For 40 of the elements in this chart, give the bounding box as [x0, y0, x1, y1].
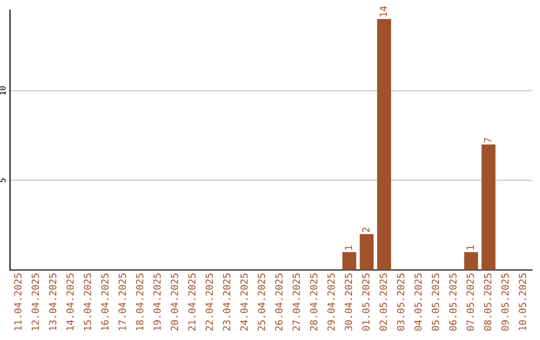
x-tick-label: 28.04.2025: [310, 274, 318, 331]
x-tick-label: 15.04.2025: [84, 274, 92, 330]
x-tick-label: 25.04.2025: [258, 274, 266, 331]
x-tick-label: 18.04.2025: [136, 274, 144, 330]
data-label: 2: [362, 228, 370, 232]
x-tick-label: 27.04.2025: [292, 274, 300, 331]
x-tick-label: 01.05.2025: [362, 274, 370, 331]
x-tick-label: 08.05.2025: [484, 274, 492, 331]
x-tick-label: 10.05.2025: [518, 274, 526, 330]
x-tick-label: 11.04.2025: [14, 274, 22, 330]
data-label: 14: [380, 6, 387, 16]
x-tick-label: 24.04.2025: [240, 274, 248, 331]
x-tick-label: 30.04.2025: [344, 274, 352, 331]
x-tick-label: 19.04.2025: [153, 274, 161, 330]
x-tick-label: 29.04.2025: [327, 274, 335, 331]
data-label: 7: [484, 138, 492, 142]
x-tick-label: 20.04.2025: [170, 274, 178, 331]
x-tick-label: 14.04.2025: [66, 274, 74, 330]
bar: [464, 252, 478, 270]
bar: [377, 18, 392, 270]
x-tick-label: 22.04.2025: [206, 274, 213, 331]
x-tick-label: 23.04.2025: [222, 274, 230, 331]
x-tick-label: 09.05.2025: [501, 274, 509, 331]
x-tick-label: 17.04.2025: [118, 274, 126, 330]
x-tick-label: 02.05.2025: [380, 274, 387, 331]
x-tick-label: 06.05.2025: [449, 274, 457, 331]
bar: [482, 144, 496, 270]
bar: [360, 234, 374, 270]
x-tick-label: 04.05.2025: [414, 274, 422, 331]
x-tick-label: 03.05.2025: [396, 274, 404, 331]
bar: [342, 252, 356, 270]
x-tick-label: 16.04.2025: [101, 274, 109, 330]
x-tick-label: 21.04.2025: [188, 274, 196, 331]
x-tick-label: 07.05.2025: [466, 274, 474, 331]
x-tick-label: 13.04.2025: [48, 274, 56, 330]
x-tick-label: 26.04.2025: [275, 274, 283, 331]
x-tick-label: 05.05.2025: [432, 274, 440, 331]
data-label: 1: [344, 245, 352, 250]
data-label: 1: [466, 245, 474, 250]
x-tick-label: 12.04.2025: [32, 274, 39, 330]
